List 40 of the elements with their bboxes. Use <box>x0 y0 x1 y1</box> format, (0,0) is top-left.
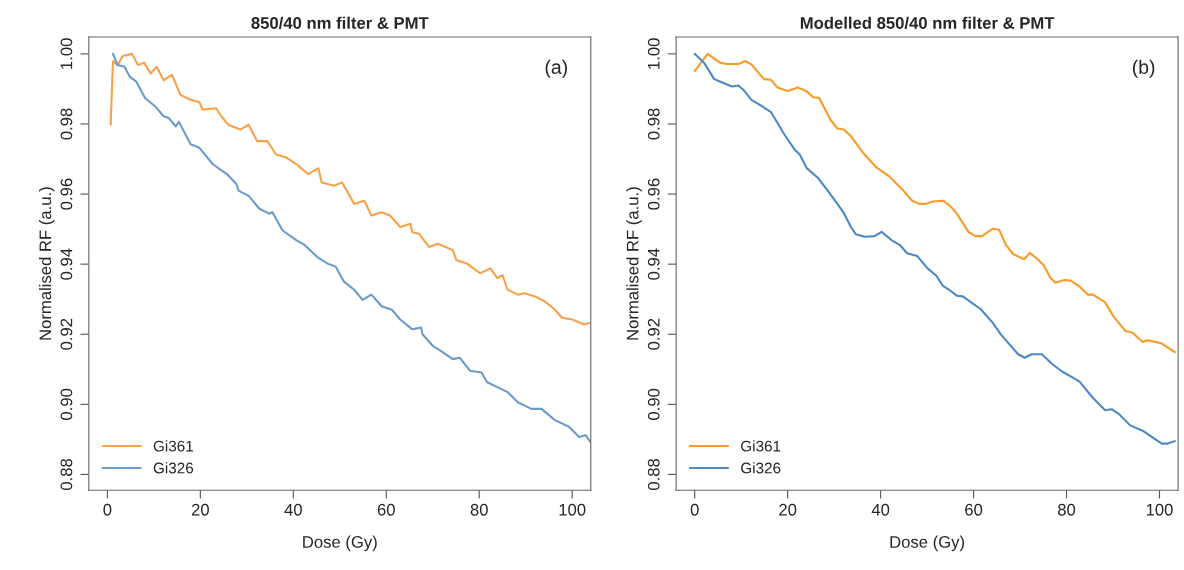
x-tick-label: 80 <box>1057 503 1076 516</box>
y-axis-title: Normalised RF (a.u.) <box>38 187 55 340</box>
x-tick-label: 60 <box>965 503 983 516</box>
y-tick-label: 0.88 <box>647 458 660 490</box>
legend-label: Gi361 <box>741 440 781 452</box>
x-tick-label: 0 <box>103 503 112 516</box>
chart-title: 850/40 nm filter & PMT <box>251 16 429 30</box>
y-tick-label: 0.94 <box>60 248 73 280</box>
y-tick-label: 0.88 <box>60 458 73 490</box>
x-tick-label: 20 <box>779 503 797 516</box>
y-tick-label: 0.98 <box>647 108 660 140</box>
x-axis-title: Dose (Gy) <box>890 535 965 552</box>
x-tick-label: 20 <box>191 503 209 516</box>
x-tick-label: 100 <box>1146 503 1173 516</box>
y-tick-label: 0.90 <box>647 388 660 420</box>
legend-label: Gi326 <box>153 462 194 474</box>
x-tick-label: 40 <box>284 503 302 516</box>
y-tick-label: 0.96 <box>647 178 660 210</box>
y-axis-title: Normalised RF (a.u.) <box>626 187 642 340</box>
chart-title: Modelled 850/40 nm filter & PMT <box>800 16 1055 30</box>
y-tick-label: 1.00 <box>647 38 660 69</box>
y-tick-label: 0.92 <box>60 318 73 350</box>
x-axis-title: Dose (Gy) <box>303 535 377 552</box>
legend-label: Gi326 <box>741 462 781 474</box>
annotation: (b) <box>1132 59 1155 78</box>
annotation: (a) <box>545 59 567 78</box>
y-tick-label: 0.96 <box>60 178 73 210</box>
x-tick-label: 0 <box>690 503 699 516</box>
x-tick-label: 40 <box>871 503 890 516</box>
y-tick-label: 0.94 <box>647 248 660 280</box>
y-tick-label: 0.92 <box>647 318 660 350</box>
y-tick-label: 0.90 <box>60 388 73 420</box>
y-tick-label: 1.00 <box>60 38 73 69</box>
line-series <box>109 52 591 326</box>
y-tick-label: 0.98 <box>60 108 73 140</box>
legend-label: Gi361 <box>153 440 193 452</box>
x-tick-label: 100 <box>559 503 586 516</box>
x-tick-label: 60 <box>377 503 395 516</box>
x-tick-label: 80 <box>470 503 488 516</box>
line-series <box>693 52 1176 354</box>
